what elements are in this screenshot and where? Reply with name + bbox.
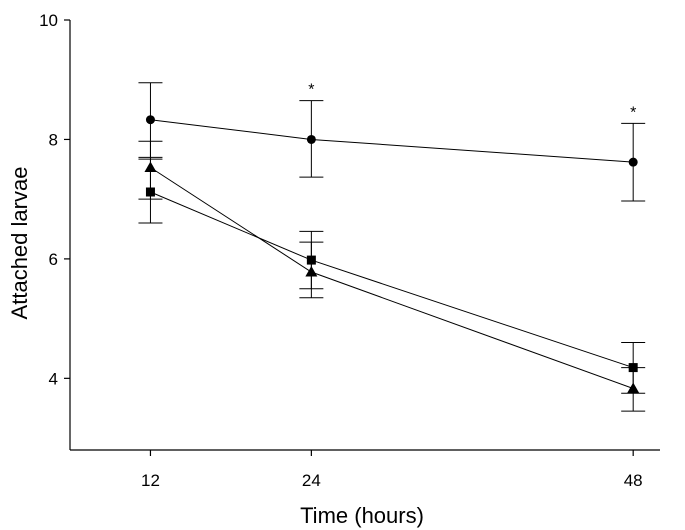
significance-asterisk: * [630,104,636,121]
significance-asterisk: * [308,82,314,99]
data-point-circle [628,157,638,167]
axes: 4 6 8 10 12 24 48 [39,11,660,490]
y-tick-label: 4 [49,369,58,388]
series-square [138,158,646,394]
x-tick-label: 12 [141,471,160,490]
y-tick-label: 8 [49,130,58,149]
series-layer [138,82,646,412]
data-point-circle [306,134,316,144]
y-tick-label: 10 [39,11,58,30]
x-axis-title: Time (hours) [300,503,424,528]
y-tick-label: 6 [49,250,58,269]
series-circle [138,82,646,202]
y-axis-title: Attached larvae [7,167,32,320]
series-triangle [138,140,646,412]
data-point-triangle [627,382,640,393]
data-point-triangle [305,266,318,277]
series-line [150,191,634,369]
annotation-layer: ** [308,82,636,122]
data-point-circle [145,115,155,125]
series-line [150,167,634,389]
x-tick-label: 24 [302,471,321,490]
x-tick-label: 48 [624,471,643,490]
series-line [150,119,634,163]
data-point-triangle [144,161,157,173]
